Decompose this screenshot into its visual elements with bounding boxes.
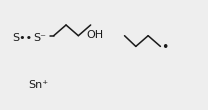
Text: •: •: [161, 41, 168, 54]
Text: S••: S••: [13, 33, 33, 43]
Text: S⁻: S⁻: [33, 33, 46, 43]
Text: OH: OH: [87, 30, 104, 40]
Text: Sn⁺: Sn⁺: [28, 80, 48, 90]
